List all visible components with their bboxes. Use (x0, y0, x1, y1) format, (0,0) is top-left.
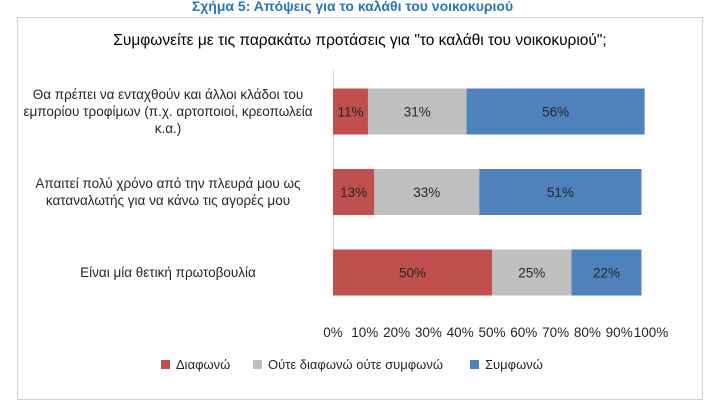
bar-segment (367, 88, 467, 135)
data-label: 50% (399, 266, 426, 281)
legend-swatch (470, 360, 479, 369)
x-tick-label: 70% (542, 325, 569, 340)
x-tick-label: 90% (606, 325, 633, 340)
x-tick-label: 30% (415, 325, 442, 340)
bar-segment (479, 169, 642, 215)
bar-segment (374, 169, 480, 215)
bar-segment (492, 249, 572, 296)
bar-segment (571, 249, 642, 296)
legend-item: Συμφωνώ (470, 355, 543, 375)
legend-swatch (161, 360, 170, 369)
data-label: 13% (340, 185, 367, 200)
bar-segment (333, 249, 492, 296)
legend-label: Συμφωνώ (485, 357, 543, 372)
legend-swatch (253, 360, 262, 369)
x-tick-label: 60% (510, 325, 537, 340)
category-label: Απαιτεί πολύ χρόνο από την πλευρά μου ως… (35, 176, 301, 208)
legend-label: Ούτε διαφωνώ ούτε συμφωνώ (268, 357, 443, 372)
data-label: 33% (413, 185, 440, 200)
data-label: 56% (542, 105, 569, 120)
x-tick-label: 20% (383, 325, 410, 340)
bar-segment (333, 88, 368, 135)
x-tick-label: 50% (478, 325, 505, 340)
x-tick-label: 40% (447, 325, 474, 340)
chart-title: Συμφωνείτε με τις παρακάτω προτάσεις για… (113, 32, 607, 49)
x-tick-label: 0% (323, 325, 343, 340)
legend-item: Διαφωνώ (161, 355, 230, 375)
category-label: Είναι μία θετική πρωτοβουλία (80, 264, 256, 280)
legend-item: Ούτε διαφωνώ ούτε συμφωνώ (253, 355, 443, 375)
bar-segment (466, 88, 645, 135)
legend-label: Διαφωνώ (176, 357, 231, 372)
data-label: 22% (593, 266, 620, 281)
x-tick-label: 10% (351, 325, 378, 340)
data-label: 25% (518, 266, 545, 281)
data-label: 51% (547, 185, 574, 200)
chart-frame (17, 17, 703, 400)
x-tick-label: 100% (634, 325, 669, 340)
bar-segment (333, 169, 375, 215)
x-tick-label: 80% (574, 325, 601, 340)
figure-caption: Σχήμα 5: Απόψεις για το καλάθι του νοικο… (191, 0, 514, 14)
data-label: 31% (404, 105, 431, 120)
chart-legend: Διαφωνώ Ούτε διαφωνώ ούτε συμφωνώ Συμφωνώ (0, 355, 705, 375)
data-label: 11% (337, 105, 363, 120)
category-label: Θα πρέπει να ενταχθούν και άλλοι κλάδοι … (23, 86, 313, 136)
